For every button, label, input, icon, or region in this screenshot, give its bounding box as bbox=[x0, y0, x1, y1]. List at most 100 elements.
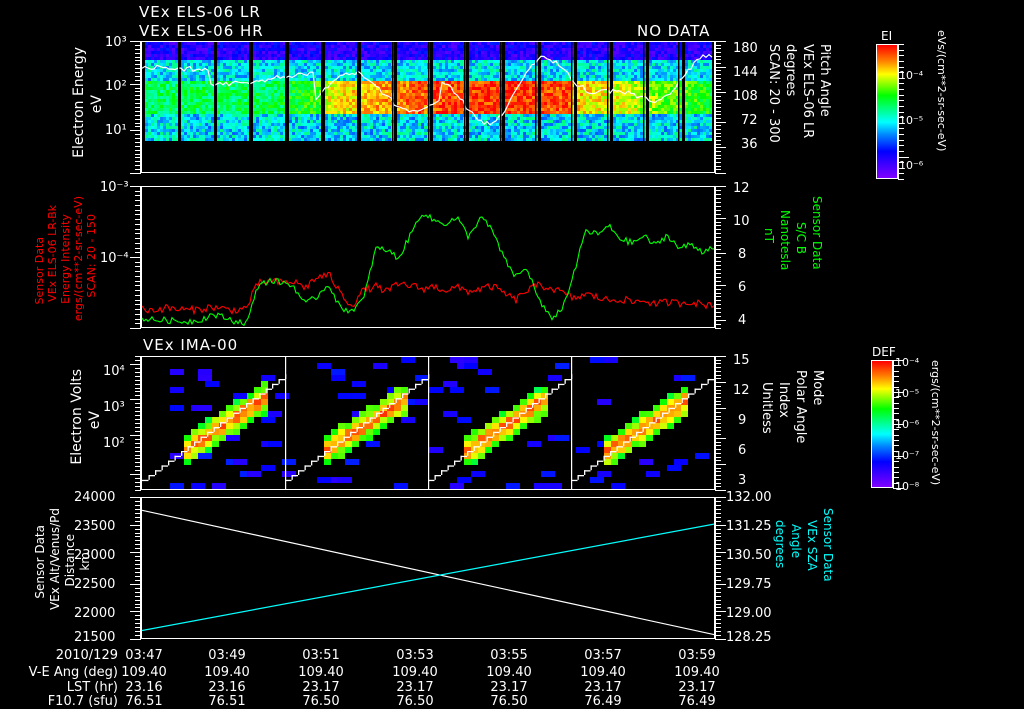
panel3-ytick-0: 10⁴ bbox=[103, 364, 125, 379]
panel1-colorbar-title: EI bbox=[881, 29, 892, 43]
panel2-left-label-1: Sensor Data bbox=[34, 237, 45, 304]
footer-cell-r1-c3: 109.40 bbox=[380, 665, 450, 680]
panel4-left-label-3: Distance bbox=[64, 534, 76, 586]
footer-cell-r1-c1: 109.40 bbox=[192, 665, 262, 680]
header-title-lr: VEx ELS-06 LR bbox=[139, 5, 261, 20]
panel3-right-label-3: Index bbox=[777, 382, 790, 418]
panel4-right-tick-3: 129.75 bbox=[726, 577, 772, 592]
panel4-ytick-5: 21500 bbox=[74, 630, 115, 645]
panel4-left-ticks bbox=[126, 497, 141, 639]
panel3-colorbar-tick-1: 10⁻⁵ bbox=[895, 387, 919, 400]
panel2-left-label-2: VEx ELS-06 LR-Bk bbox=[47, 205, 58, 302]
panel2-ytick-0: 10⁻³ bbox=[100, 180, 129, 195]
footer-cell-r1-c6: 109.40 bbox=[662, 665, 732, 680]
footer-cell-r1-c0: 109.40 bbox=[109, 665, 179, 680]
panel3-right-tick-3: 6 bbox=[738, 443, 746, 458]
footer-cell-r1-c2: 109.40 bbox=[286, 665, 356, 680]
panel-electron-energy-spectrogram bbox=[141, 41, 715, 173]
panel1-right-label-4: SCAN: 20 - 300 bbox=[767, 44, 780, 143]
footer-cell-r2-c6: 23.17 bbox=[662, 680, 732, 695]
panel3-left-ticks bbox=[126, 356, 141, 490]
footer-cell-r0-c2: 03:51 bbox=[286, 648, 356, 663]
panel4-ytick-3: 22500 bbox=[74, 577, 115, 592]
spectrogram-canvas bbox=[142, 42, 714, 172]
panel3-colorbar-tick-2: 10⁻⁶ bbox=[895, 418, 919, 431]
panel3-left-axis-title: Electron Volts bbox=[70, 369, 84, 465]
panel1-left-axis-title: Electron Energy bbox=[72, 47, 86, 158]
panel1-colorbar bbox=[876, 44, 898, 179]
panel4-right-tick-4: 129.00 bbox=[726, 606, 772, 621]
panel1-ytick-0: 10³ bbox=[105, 35, 127, 50]
panel4-ytick-1: 23500 bbox=[74, 519, 115, 534]
panel3-colorbar-units: ergs/(cm**2-sr-sec-eV) bbox=[930, 360, 941, 485]
panel3-colorbar bbox=[871, 360, 893, 488]
panel1-right-tick-1: 144 bbox=[733, 65, 758, 80]
panel2-left-label-4: ergs/(cm**2-sr-sec-eV) bbox=[73, 196, 84, 321]
panel3-right-tick-2: 9 bbox=[738, 413, 746, 428]
panel2-ytick-1: 10⁻⁴ bbox=[100, 251, 129, 266]
panel1-right-label-2: VEx ELS-06 LR bbox=[801, 44, 814, 138]
footer-cell-r3-c3: 76.50 bbox=[380, 694, 450, 709]
panel-ion-spectrogram bbox=[141, 356, 715, 490]
panel2-right-tick-2: 8 bbox=[738, 247, 746, 262]
footer-row-label-2: LST (hr) bbox=[0, 680, 118, 695]
footer-cell-r2-c4: 23.17 bbox=[474, 680, 544, 695]
footer-cell-r0-c5: 03:57 bbox=[568, 648, 638, 663]
panel4-right-tick-1: 131.25 bbox=[726, 519, 772, 534]
panel1-left-ticks bbox=[126, 41, 141, 173]
footer-row-label-3: F10.7 (sfu) bbox=[0, 694, 118, 709]
panel1-left-axis-units: eV bbox=[90, 95, 104, 113]
panel1-colorbar-tick-1: 10⁻⁵ bbox=[899, 114, 923, 127]
footer-row-label-1: V-E Ang (deg) bbox=[0, 665, 118, 680]
line-plot-canvas bbox=[142, 187, 714, 327]
panel1-colorbar-units: eVs/(cm**2-sr-sec-eV) bbox=[936, 30, 947, 151]
panel2-left-label-3: Energy Intensity bbox=[60, 214, 71, 304]
panel4-right-tick-2: 130.50 bbox=[726, 548, 772, 563]
panel4-right-label-4: degrees bbox=[774, 520, 786, 568]
panel3-right-tick-1: 12 bbox=[733, 383, 750, 398]
panel1-right-tick-2: 108 bbox=[733, 89, 758, 104]
panel1-right-tick-4: 36 bbox=[741, 137, 758, 152]
footer-cell-r3-c4: 76.50 bbox=[474, 694, 544, 709]
footer-cell-r1-c4: 109.40 bbox=[474, 665, 544, 680]
panel2-right-label-2: S/C B bbox=[795, 222, 807, 254]
panel4-right-tick-0: 132.00 bbox=[726, 490, 772, 505]
panel-energy-intensity-bfield bbox=[141, 186, 715, 328]
panel1-right-label-1: Pitch Angle bbox=[818, 44, 831, 117]
panel4-right-label-1: Sensor Data bbox=[822, 508, 834, 582]
panel2-right-ticks bbox=[715, 186, 730, 328]
panel3-ytick-1: 10³ bbox=[103, 400, 125, 415]
panel3-right-tick-4: 3 bbox=[738, 473, 746, 488]
altitude-sza-canvas bbox=[142, 498, 714, 638]
panel3-colorbar-tick-4: 10⁻⁸ bbox=[895, 480, 919, 493]
panel4-left-label-4: km bbox=[79, 552, 91, 571]
header-title-hr: VEx ELS-06 HR bbox=[139, 24, 264, 39]
panel4-ytick-4: 22000 bbox=[74, 606, 115, 621]
ion-spectrogram-canvas bbox=[142, 357, 714, 489]
footer-cell-r2-c3: 23.17 bbox=[380, 680, 450, 695]
panel1-right-ticks bbox=[715, 41, 730, 173]
panel4-right-label-3: Angle bbox=[790, 524, 802, 558]
panel3-colorbar-title: DEF bbox=[872, 345, 896, 359]
footer-cell-r2-c2: 23.17 bbox=[286, 680, 356, 695]
panel1-colorbar-tick-0: 10⁻⁴ bbox=[899, 69, 923, 82]
footer-cell-r3-c2: 76.50 bbox=[286, 694, 356, 709]
footer-cell-r0-c1: 03:49 bbox=[192, 648, 262, 663]
panel3-right-tick-0: 15 bbox=[733, 353, 750, 368]
footer-row-label-0: 2010/129 bbox=[0, 648, 118, 663]
panel1-right-tick-3: 72 bbox=[741, 113, 758, 128]
panel2-left-label-5: SCAN: 20 - 150 bbox=[86, 214, 97, 298]
panel3-label: VEx IMA-00 bbox=[143, 338, 238, 353]
panel3-colorbar-tick-0: 10⁻⁴ bbox=[895, 356, 919, 369]
panel3-right-label-4: Unitless bbox=[760, 382, 773, 434]
footer-cell-r2-c1: 23.16 bbox=[192, 680, 262, 695]
panel1-right-label-3: degrees bbox=[784, 44, 797, 96]
panel3-colorbar-tick-3: 10⁻⁷ bbox=[895, 449, 919, 462]
panel2-right-tick-0: 12 bbox=[733, 181, 750, 196]
panel4-ytick-0: 24000 bbox=[74, 490, 115, 505]
footer-cell-r0-c0: 03:47 bbox=[109, 648, 179, 663]
panel2-right-label-1: Sensor Data bbox=[811, 196, 823, 270]
panel2-right-label-4: nT bbox=[763, 228, 775, 243]
panel3-ytick-2: 10² bbox=[103, 436, 125, 451]
footer-cell-r0-c3: 03:53 bbox=[380, 648, 450, 663]
